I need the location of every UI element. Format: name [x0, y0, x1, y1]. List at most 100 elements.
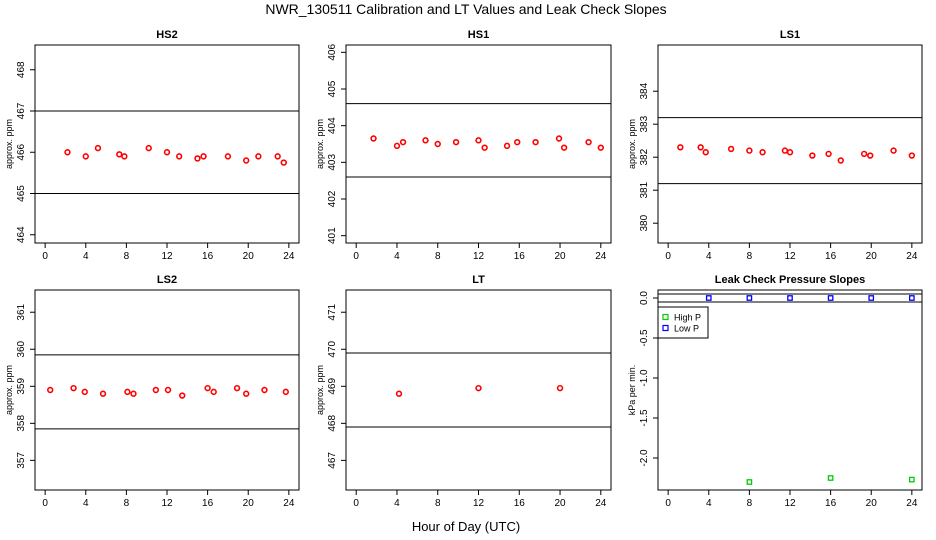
data-point — [514, 138, 521, 146]
panel-title: HS1 — [468, 29, 489, 41]
y-tick-label: 383 — [639, 115, 650, 132]
y-tick-label: -0.5 — [639, 329, 650, 347]
x-tick-label: 4 — [83, 251, 89, 262]
data-point — [255, 153, 262, 160]
panel-title: LS1 — [780, 29, 800, 41]
y-tick-label: 381 — [639, 181, 650, 198]
y-tick-label: 382 — [639, 148, 650, 165]
data-point — [64, 149, 71, 156]
panel-ls2: LS2 0 4 8 12 16 20 24 357 358 359 360 361 approx. ppm — [4, 274, 300, 509]
data-point — [94, 144, 102, 152]
x-tick-label: 4 — [83, 498, 89, 509]
plot-frame — [345, 44, 612, 244]
data-point — [124, 388, 131, 396]
x-tick-label: 20 — [243, 251, 255, 262]
x-tick-label: 0 — [665, 251, 671, 262]
data-point-low-p — [746, 295, 753, 301]
data-point — [781, 147, 789, 154]
x-tick-label: 16 — [202, 251, 214, 262]
panel-lt: LT 0 4 8 12 16 20 24 467 468 469 470 471 approx. ppm — [315, 274, 612, 509]
x-tick-label: 12 — [784, 251, 796, 262]
x-tick-label: 12 — [784, 498, 796, 509]
x-tick-label: 24 — [906, 498, 918, 509]
y-axis-label: approx. ppm — [315, 119, 325, 169]
data-point — [274, 153, 281, 160]
data-point — [746, 147, 753, 154]
x-tick-label: 4 — [394, 498, 400, 509]
x-tick-label: 8 — [435, 251, 441, 262]
y-tick-label: 470 — [327, 340, 338, 357]
panel-title: Leak Check Pressure Slopes — [715, 274, 865, 286]
data-point — [179, 392, 186, 399]
x-tick-label: 4 — [706, 251, 712, 262]
y-tick-label: 469 — [327, 378, 338, 395]
x-tick-label: 20 — [243, 498, 255, 509]
y-axis-label: approx. ppm — [315, 365, 325, 415]
x-tick-label: 0 — [42, 251, 48, 262]
x-tick-label: 0 — [353, 498, 359, 509]
data-point — [556, 384, 564, 392]
x-tick-label: 12 — [473, 251, 485, 262]
figure-title: NWR_130511 Calibration and LT Values and… — [265, 1, 666, 17]
y-tick-label: 359 — [16, 378, 27, 395]
legend-swatch — [662, 324, 669, 332]
data-point-high-p — [908, 476, 915, 483]
legend-label: High P — [674, 313, 701, 323]
y-tick-label: 467 — [327, 452, 338, 469]
data-point — [164, 386, 172, 394]
data-point — [393, 142, 401, 150]
data-point — [204, 384, 211, 392]
x-tick-label: 16 — [825, 251, 837, 262]
data-point — [243, 390, 250, 397]
data-point — [908, 152, 916, 159]
data-point — [825, 150, 832, 158]
data-point — [282, 388, 289, 396]
x-axis-label: Hour of Day (UTC) — [412, 519, 520, 534]
x-tick-label: 8 — [124, 498, 130, 509]
data-point — [233, 384, 241, 392]
x-tick-label: 0 — [42, 498, 48, 509]
y-tick-label: 401 — [327, 227, 338, 244]
x-tick-label: 20 — [866, 498, 878, 509]
data-point-low-p — [787, 295, 793, 301]
data-point — [809, 152, 816, 159]
plot-frame — [657, 44, 923, 244]
data-point — [130, 390, 137, 397]
data-point — [585, 138, 592, 146]
data-point — [210, 388, 217, 396]
data-point-low-p — [868, 295, 875, 301]
data-point-high-p — [746, 479, 753, 485]
data-point — [555, 135, 563, 142]
y-tick-label: 404 — [327, 117, 338, 134]
y-tick-label: 466 — [16, 143, 27, 160]
y-axis-label: kPa per min. — [627, 365, 637, 416]
y-tick-label: 468 — [16, 61, 27, 78]
y-tick-label: 402 — [327, 190, 338, 207]
data-point — [224, 153, 232, 160]
data-point-high-p — [827, 475, 834, 481]
data-point — [399, 138, 407, 146]
data-point-low-p — [827, 295, 834, 301]
data-point — [759, 149, 766, 156]
x-tick-label: 16 — [825, 498, 837, 509]
x-tick-label: 4 — [394, 251, 400, 262]
data-point — [261, 386, 268, 394]
panel-ls1: LS1 0 4 8 12 16 20 24 380 381 382 383 384 approx. ppm — [627, 29, 923, 262]
x-tick-label: 8 — [747, 251, 753, 262]
y-tick-label: 358 — [16, 415, 27, 432]
panel-title: HS2 — [156, 29, 177, 41]
x-tick-label: 12 — [161, 498, 173, 509]
data-point — [152, 386, 160, 394]
data-point-low-p — [908, 295, 915, 301]
panel-hs2: HS2 0 4 8 12 16 20 24 464 465 466 467 468 approx. ppm — [4, 29, 300, 262]
data-point — [163, 149, 171, 156]
data-point — [434, 140, 441, 148]
data-point — [702, 149, 709, 156]
x-tick-label: 16 — [202, 498, 214, 509]
panel-title: LT — [472, 274, 485, 286]
data-point — [786, 149, 794, 156]
data-point — [99, 390, 107, 397]
x-tick-label: 20 — [554, 251, 566, 262]
y-tick-label: 465 — [16, 185, 27, 202]
